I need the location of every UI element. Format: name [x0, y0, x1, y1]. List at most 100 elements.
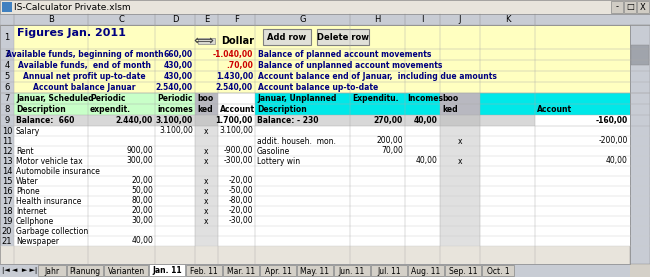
Text: H: H	[374, 15, 381, 24]
Text: 660,00: 660,00	[164, 50, 193, 59]
Text: 80,00: 80,00	[131, 196, 153, 206]
Bar	[297, 265, 333, 276]
Text: 4: 4	[5, 61, 10, 70]
Text: expendit.: expendit.	[90, 105, 131, 114]
Text: x: x	[458, 137, 462, 145]
Bar	[14, 156, 630, 166]
Text: May. 11: May. 11	[300, 266, 330, 276]
Text: ked: ked	[197, 105, 213, 114]
Bar	[371, 265, 407, 276]
Text: 900,00: 900,00	[126, 147, 153, 155]
Text: Periodic: Periodic	[90, 94, 125, 103]
Bar	[218, 93, 255, 115]
Text: F: F	[234, 15, 239, 24]
Text: 40,00: 40,00	[606, 157, 628, 165]
Bar	[0, 71, 14, 82]
Bar	[14, 216, 630, 226]
Bar	[317, 29, 369, 45]
Text: -80,00: -80,00	[229, 196, 253, 206]
Text: 9: 9	[5, 116, 10, 125]
Bar	[14, 176, 630, 186]
Text: B: B	[48, 15, 54, 24]
Text: Water: Water	[16, 176, 39, 186]
Bar	[218, 115, 255, 126]
Text: Jahr: Jahr	[44, 266, 60, 276]
Text: Aug. 11: Aug. 11	[411, 266, 441, 276]
Bar	[440, 186, 480, 196]
Text: Motor vehicle tax: Motor vehicle tax	[16, 157, 83, 165]
Text: G: G	[299, 15, 305, 24]
Bar	[195, 126, 218, 136]
Text: x: x	[204, 186, 209, 196]
Text: E: E	[204, 15, 209, 24]
Text: Annual net profit up-to-date: Annual net profit up-to-date	[23, 72, 146, 81]
Text: Available funds, beginning of month: Available funds, beginning of month	[6, 50, 163, 59]
Bar	[440, 93, 480, 115]
Text: 7: 7	[5, 94, 10, 103]
Text: Account: Account	[537, 105, 572, 114]
Bar	[195, 136, 218, 146]
Text: .70,00: .70,00	[226, 61, 253, 70]
Text: 200,00: 200,00	[376, 137, 403, 145]
Text: 20,00: 20,00	[131, 206, 153, 216]
Text: -160,00: -160,00	[596, 116, 628, 125]
Text: 40,00: 40,00	[131, 237, 153, 245]
Bar	[14, 25, 630, 49]
Bar	[255, 115, 535, 126]
Bar	[408, 265, 444, 276]
Bar	[38, 265, 66, 276]
Text: -20,00: -20,00	[229, 176, 253, 186]
Text: Delete row: Delete row	[317, 32, 369, 42]
Bar	[535, 115, 630, 126]
Text: 18: 18	[2, 206, 12, 216]
Text: 8: 8	[5, 105, 10, 114]
Bar	[14, 146, 630, 156]
Bar	[440, 176, 480, 186]
Text: Garbage collection: Garbage collection	[16, 227, 88, 235]
Text: 2.440,00: 2.440,00	[116, 116, 153, 125]
Text: Newspaper: Newspaper	[16, 237, 59, 245]
Text: Jun. 11: Jun. 11	[339, 266, 365, 276]
Bar	[0, 176, 14, 186]
Bar	[440, 126, 480, 136]
Text: ked: ked	[442, 105, 458, 114]
Bar	[195, 93, 218, 115]
Text: Varianten: Varianten	[107, 266, 144, 276]
Text: 430,00: 430,00	[164, 61, 193, 70]
Text: 2.540,00: 2.540,00	[156, 83, 193, 92]
Bar	[195, 236, 218, 246]
Text: Automobile insurance: Automobile insurance	[16, 166, 100, 176]
Bar	[195, 115, 218, 126]
Text: -900,00: -900,00	[224, 147, 253, 155]
Text: x: x	[204, 157, 209, 165]
Bar	[0, 264, 650, 277]
Bar	[0, 0, 650, 14]
Bar	[0, 206, 14, 216]
Text: Add row: Add row	[267, 32, 307, 42]
Bar	[0, 146, 14, 156]
Bar	[637, 1, 649, 13]
Bar	[630, 25, 650, 264]
Bar	[14, 136, 630, 146]
Bar	[14, 226, 630, 236]
Bar	[104, 265, 148, 276]
Bar	[14, 166, 630, 176]
Text: Balance of planned account movements: Balance of planned account movements	[258, 50, 432, 59]
Bar	[0, 136, 14, 146]
Bar	[14, 60, 630, 71]
Bar	[624, 1, 636, 13]
Text: 20: 20	[2, 227, 12, 235]
Bar	[195, 166, 218, 176]
Bar	[0, 104, 14, 115]
Bar	[14, 115, 218, 126]
Text: Balance:  660: Balance: 660	[16, 116, 74, 125]
Text: 13: 13	[2, 157, 12, 165]
Bar	[195, 196, 218, 206]
Text: Incomes: Incomes	[407, 94, 443, 103]
Text: 430,00: 430,00	[164, 72, 193, 81]
Bar	[440, 216, 480, 226]
Bar	[195, 216, 218, 226]
Bar	[0, 236, 14, 246]
Text: Periodic: Periodic	[157, 94, 192, 103]
Text: Internet: Internet	[16, 206, 47, 216]
